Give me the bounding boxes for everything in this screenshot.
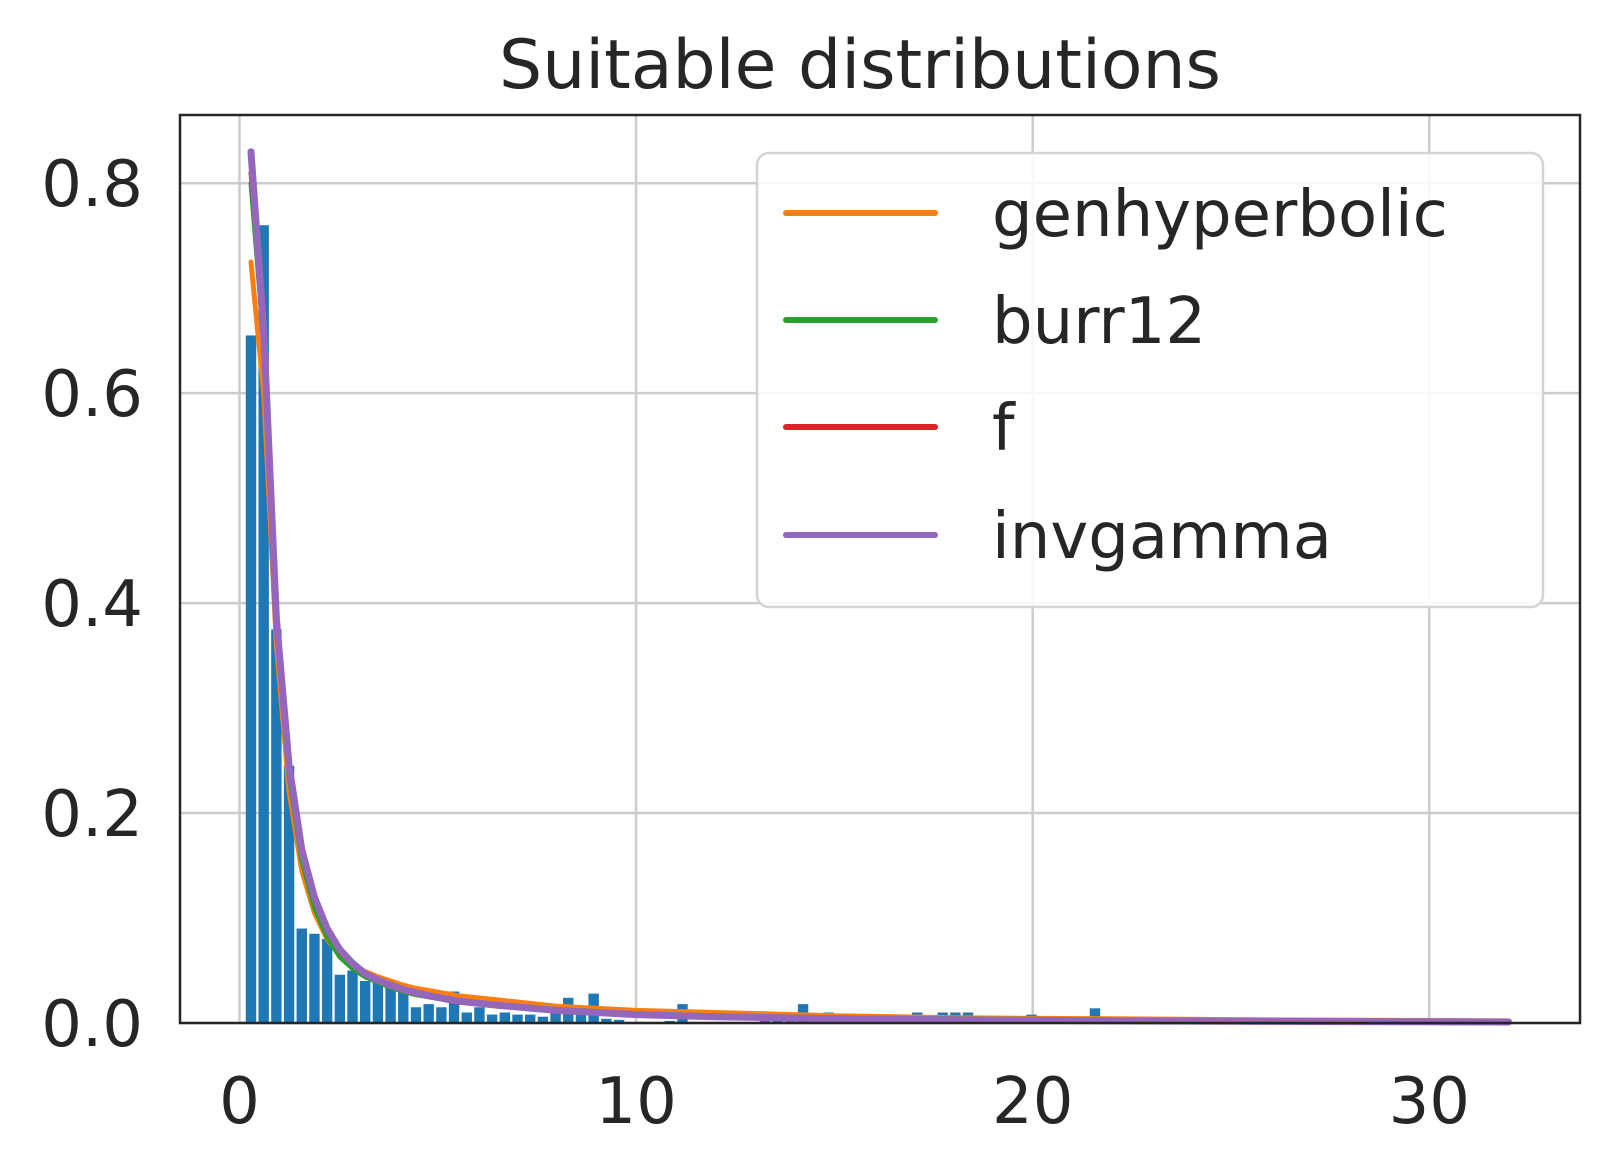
histogram-bar <box>512 1014 523 1023</box>
histogram-bar <box>436 1007 447 1023</box>
plot-frame <box>178 113 1582 1025</box>
histogram-bar <box>398 991 409 1023</box>
y-tick-label: 0.6 <box>41 358 143 432</box>
histogram-bar <box>601 1018 612 1023</box>
histogram-bar <box>613 1019 625 1023</box>
histogram-bar <box>537 1016 549 1023</box>
histogram-bar <box>309 933 320 1023</box>
y-tick-label: 0.8 <box>41 148 143 222</box>
histogram-bar <box>321 939 333 1023</box>
histogram-bar <box>575 1014 587 1023</box>
histogram-bar <box>550 1012 561 1023</box>
histogram-bar <box>347 970 358 1023</box>
y-tick-label: 0.4 <box>41 568 143 642</box>
x-tick-label: 0 <box>219 1065 260 1139</box>
histogram-bar <box>499 1012 511 1023</box>
y-tick-label: 0.2 <box>41 778 143 852</box>
legend-label-f: f <box>992 392 1016 466</box>
histogram-bar <box>258 225 269 1023</box>
y-axis-ticks: 0.0 0.2 0.4 0.6 0.8 <box>41 148 143 1062</box>
histogram-bar <box>283 765 295 1023</box>
histogram-bar <box>448 991 460 1023</box>
y-tick-label: 0.0 <box>41 988 143 1062</box>
histogram-bar <box>410 1007 422 1023</box>
histogram-bar <box>423 1004 434 1023</box>
chart-title: Suitable distributions <box>499 26 1221 105</box>
histogram-bar <box>271 629 282 1023</box>
series-line-invgamma <box>247 148 1513 1026</box>
histogram-bar <box>245 335 257 1023</box>
x-tick-label: 10 <box>595 1065 676 1139</box>
histogram-bar <box>461 1012 472 1023</box>
histogram-bar <box>372 975 384 1023</box>
histogram-bar <box>524 1014 536 1023</box>
legend-label-invgamma: invgamma <box>992 500 1332 574</box>
histogram-bar <box>1089 1008 1101 1023</box>
x-tick-label: 30 <box>1389 1065 1470 1139</box>
legend-label-genhyperbolic: genhyperbolic <box>992 178 1448 252</box>
legend-label-burr12: burr12 <box>992 285 1206 359</box>
fit-curves <box>247 148 1513 1026</box>
x-axis-ticks: 0 10 20 30 <box>219 1065 1470 1139</box>
histogram-bar <box>334 974 346 1023</box>
legend-box <box>755 151 1545 609</box>
histogram-bar <box>385 986 396 1023</box>
histogram-bar <box>486 1014 498 1023</box>
histogram-bar <box>296 928 307 1023</box>
histogram-bar <box>474 1007 485 1023</box>
x-tick-label: 20 <box>992 1065 1073 1139</box>
legend: genhyperbolic burr12 f invgamma <box>755 151 1545 609</box>
histogram-bar <box>360 981 371 1023</box>
